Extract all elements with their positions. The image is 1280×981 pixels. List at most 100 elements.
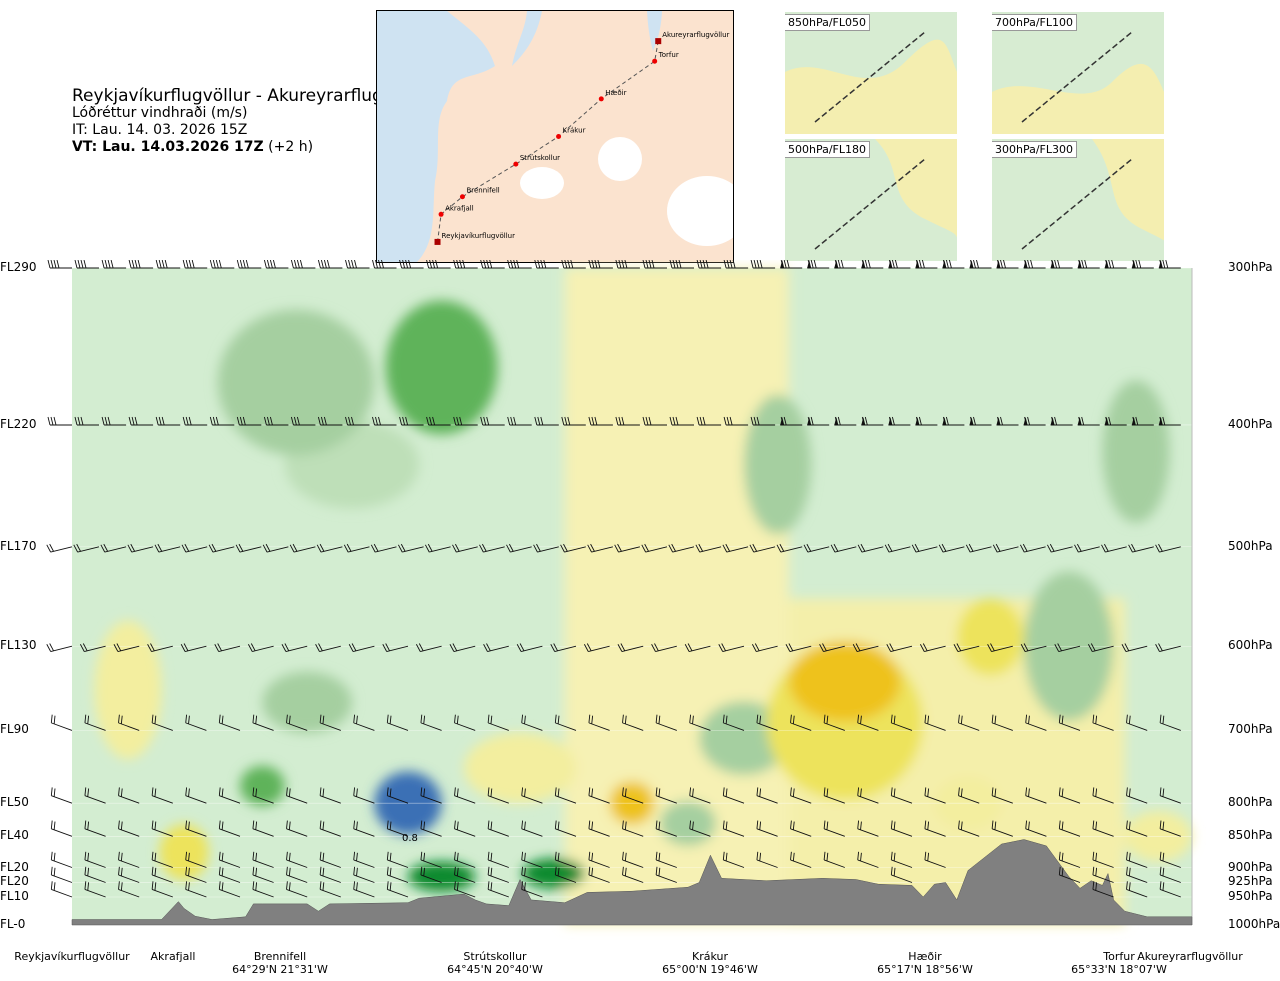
wind-barb [1159, 866, 1181, 883]
field-cell [94, 620, 162, 760]
wind-barb [560, 543, 586, 553]
glacier [598, 137, 642, 181]
field-cell [956, 598, 1024, 676]
inset-label: 700hPa/FL100 [992, 14, 1078, 31]
wind-barb [209, 416, 235, 426]
flight-level-label: FL20 [0, 860, 29, 874]
wind-barb [118, 851, 140, 868]
wind-barb [319, 787, 341, 804]
pressure-level-label: 800hPa [1228, 795, 1273, 809]
wind-barb [128, 260, 154, 269]
wind-barb [372, 260, 397, 269]
wind-barb [79, 643, 106, 652]
pressure-level-label: 500hPa [1228, 539, 1273, 553]
flight-level-label: FL90 [0, 722, 29, 736]
wind-barb [1074, 543, 1100, 553]
wind-barb [1025, 714, 1047, 731]
wind-barb [218, 851, 241, 868]
wind-barb [915, 416, 938, 426]
inset-map-850: 850hPa/FL050 [785, 12, 957, 134]
wind-barb [1126, 881, 1148, 898]
waypoint-axis-label: Reykjavíkurflugvöllur [14, 950, 129, 963]
wind-barb [281, 643, 308, 652]
field-cell [159, 824, 209, 880]
wind-barb [919, 643, 946, 652]
valid-time-offset: (+2 h) [263, 139, 314, 155]
flight-level-label: FL10 [0, 889, 29, 903]
glacier [667, 176, 733, 246]
inset-svg [785, 139, 957, 261]
waypoint-name: Brennifell [253, 950, 307, 963]
wind-barb [834, 416, 857, 426]
wind-barb [642, 416, 667, 426]
waypoint-map-label: Brennifell [466, 187, 499, 195]
wind-barb [353, 787, 375, 804]
waypoint-map-label: Akrafjall [445, 204, 474, 212]
wind-barb [317, 416, 343, 426]
wind-barb [263, 416, 289, 426]
wind-barb [1126, 866, 1148, 883]
wind-barb [588, 820, 610, 837]
waypoint-marker [438, 211, 444, 217]
wind-barb [386, 851, 409, 868]
wind-barb [749, 543, 776, 553]
wind-barb [554, 820, 577, 837]
wind-barb [834, 260, 857, 269]
field-cell [217, 309, 375, 456]
wind-barb [1126, 851, 1148, 868]
wind-barb [803, 543, 830, 553]
flight-level-label: FL50 [0, 795, 29, 809]
wind-barb [185, 851, 207, 868]
airport-marker [655, 38, 662, 45]
wind-barb [1077, 416, 1100, 426]
issue-time: IT: Lau. 14. 03. 2026 15Z [72, 122, 248, 138]
wind-barb [521, 851, 543, 868]
route-map-svg: Akureyrarflugvöllur Torfur Hæðir Krákur Strú… [377, 11, 733, 262]
wind-barb [655, 787, 677, 804]
wind-barb [641, 543, 668, 553]
pressure-level-label: 1000hPa [1228, 917, 1280, 931]
wind-barb [554, 787, 577, 804]
inset-map-500: 500hPa/FL180 [785, 139, 957, 261]
waypoint-name: Strútskollur [463, 950, 527, 963]
wind-barb [588, 851, 610, 868]
wind-barb [46, 643, 73, 652]
field-cell [262, 671, 353, 734]
wind-barb [218, 881, 241, 898]
flight-level-label: FL130 [0, 638, 37, 652]
wind-barb [861, 260, 884, 269]
cross-section-chart: 0.8 [46, 260, 1193, 926]
wind-barb [668, 543, 695, 553]
field-cell [699, 701, 789, 775]
flight-level-label: FL20 [0, 874, 29, 888]
wind-barb [534, 260, 559, 269]
wind-barb [1104, 260, 1127, 269]
wind-barb [1023, 416, 1046, 426]
wind-barb [669, 260, 694, 269]
wind-barb [857, 714, 879, 731]
wind-barb [399, 416, 424, 426]
wind-barb [487, 787, 509, 804]
wind-barb [185, 820, 207, 837]
wind-barb [615, 260, 640, 269]
waypoint-axis-label: Krákur 65°00'N 19°46'W [662, 950, 758, 976]
wind-barb [386, 866, 409, 883]
wind-barb [151, 851, 173, 868]
waypoint-map-label: Torfur [658, 51, 679, 59]
wind-barb [218, 820, 241, 837]
wind-barb [252, 866, 274, 883]
wind-barb [426, 416, 451, 426]
wind-barb [319, 714, 341, 731]
wind-barb [622, 851, 644, 868]
terrain-profile [71, 839, 1193, 926]
wind-barb [987, 643, 1013, 652]
wind-barb [924, 851, 946, 868]
wind-barb [924, 787, 946, 804]
wind-barb [454, 820, 476, 837]
sea-area [377, 11, 495, 262]
wind-barb [74, 260, 99, 269]
wind-barb [185, 866, 207, 883]
wind-barb [480, 416, 505, 426]
wind-barb [353, 866, 375, 883]
wind-barb [397, 543, 424, 553]
